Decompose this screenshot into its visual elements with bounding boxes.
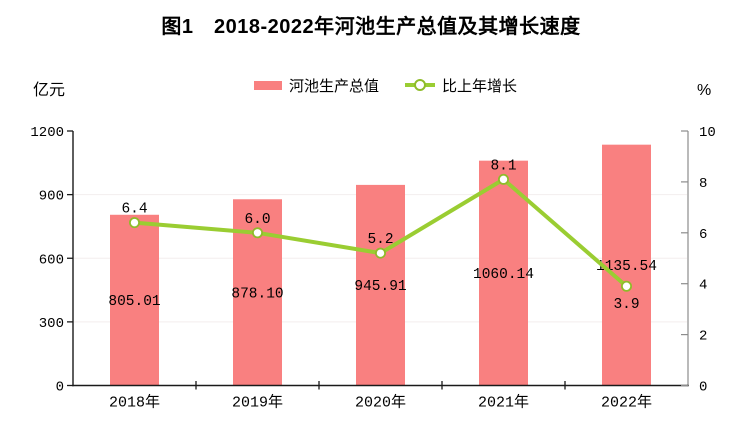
left-axis-tick-label: 1200 <box>30 125 64 141</box>
right-axis-tick-label: 6 <box>699 227 707 243</box>
bar-value-label: 1060.14 <box>473 267 534 283</box>
legend-item-growth: 比上年增长 <box>405 75 517 96</box>
right-axis-tick-label: 2 <box>699 329 707 345</box>
bar-2021年 <box>479 160 528 386</box>
growth-value-label: 6.0 <box>244 212 270 228</box>
x-axis-category-label: 2022年 <box>601 394 652 412</box>
bar-2018年 <box>110 214 159 386</box>
growth-marker-2022年 <box>621 280 633 292</box>
x-axis-category-label: 2021年 <box>478 394 529 412</box>
growth-marker-2018年 <box>128 217 140 229</box>
right-axis-tick-label: 10 <box>699 125 716 141</box>
growth-value-label: 5.2 <box>367 232 393 248</box>
bar-value-label: 878.10 <box>231 286 283 302</box>
bar-2020年 <box>356 184 405 386</box>
right-axis-unit: % <box>697 82 712 99</box>
left-axis-tick-label: 300 <box>39 316 64 332</box>
growth-value-label: 3.9 <box>613 297 639 313</box>
left-axis-unit: 亿元 <box>33 82 66 99</box>
right-axis-tick-label: 0 <box>699 380 707 396</box>
marker-dot-icon <box>414 79 427 91</box>
growth-value-label: 8.1 <box>490 158 516 174</box>
chart-title: 图1 2018-2022年河池生产总值及其增长速度 <box>161 16 581 38</box>
x-axis-category-label: 2020年 <box>355 394 406 412</box>
legend-label-gdp: 河池生产总值 <box>289 77 380 95</box>
legend-item-gdp: 河池生产总值 <box>254 75 379 96</box>
legend-label-growth: 比上年增长 <box>442 77 518 95</box>
line-marker-swatch-icon <box>405 79 436 91</box>
x-axis-category-label: 2018年 <box>109 394 160 412</box>
bar-value-label: 945.91 <box>354 279 406 295</box>
growth-value-label: 6.4 <box>121 202 147 218</box>
bar-swatch-icon <box>254 80 282 90</box>
growth-marker-2021年 <box>497 173 509 185</box>
right-axis-tick-label: 4 <box>699 278 707 294</box>
bar-value-label: 805.01 <box>108 294 160 310</box>
growth-marker-2019年 <box>251 227 263 239</box>
left-axis-tick-label: 600 <box>39 252 64 268</box>
left-axis-tick-label: 900 <box>39 189 64 205</box>
left-axis-tick-label: 0 <box>56 380 64 396</box>
bar-2022年 <box>602 144 651 386</box>
x-axis-category-label: 2019年 <box>232 394 283 412</box>
legend: 河池生产总值 比上年增长 <box>254 75 517 95</box>
right-axis-tick-label: 8 <box>699 176 707 192</box>
growth-marker-2020年 <box>374 247 386 259</box>
